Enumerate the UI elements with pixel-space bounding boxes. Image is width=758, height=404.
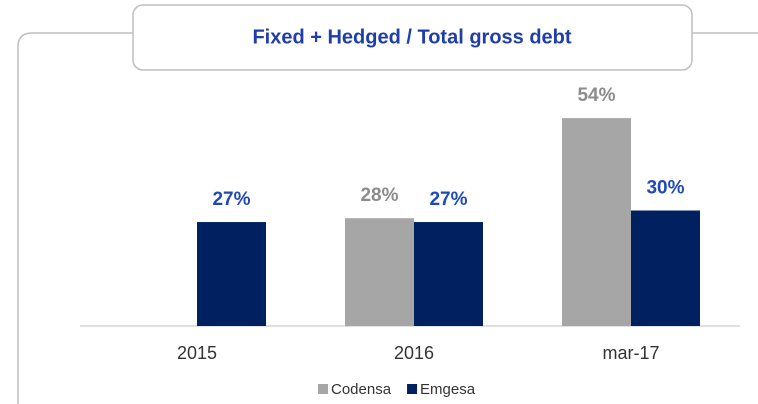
bar (631, 210, 700, 326)
data-label: 28% (360, 185, 398, 206)
data-label: 27% (429, 189, 467, 210)
data-label: 54% (577, 85, 615, 106)
bar (562, 118, 631, 326)
x-tick-label: 2016 (394, 343, 434, 363)
chart-title: Fixed + Hedged / Total gross debt (252, 26, 571, 48)
legend-swatch (407, 384, 418, 394)
bar (345, 218, 414, 326)
data-label: 30% (646, 178, 684, 199)
data-label: 27% (212, 189, 250, 210)
title-box (132, 4, 693, 71)
legend-swatch (318, 384, 328, 394)
legend-label: Codensa (331, 381, 392, 398)
legend-label: Emgesa (420, 381, 476, 398)
frame (17, 32, 133, 404)
x-tick-label: mar-17 (602, 343, 659, 363)
bar (197, 222, 266, 326)
bar (414, 222, 483, 326)
x-tick-label: 2015 (177, 343, 217, 363)
